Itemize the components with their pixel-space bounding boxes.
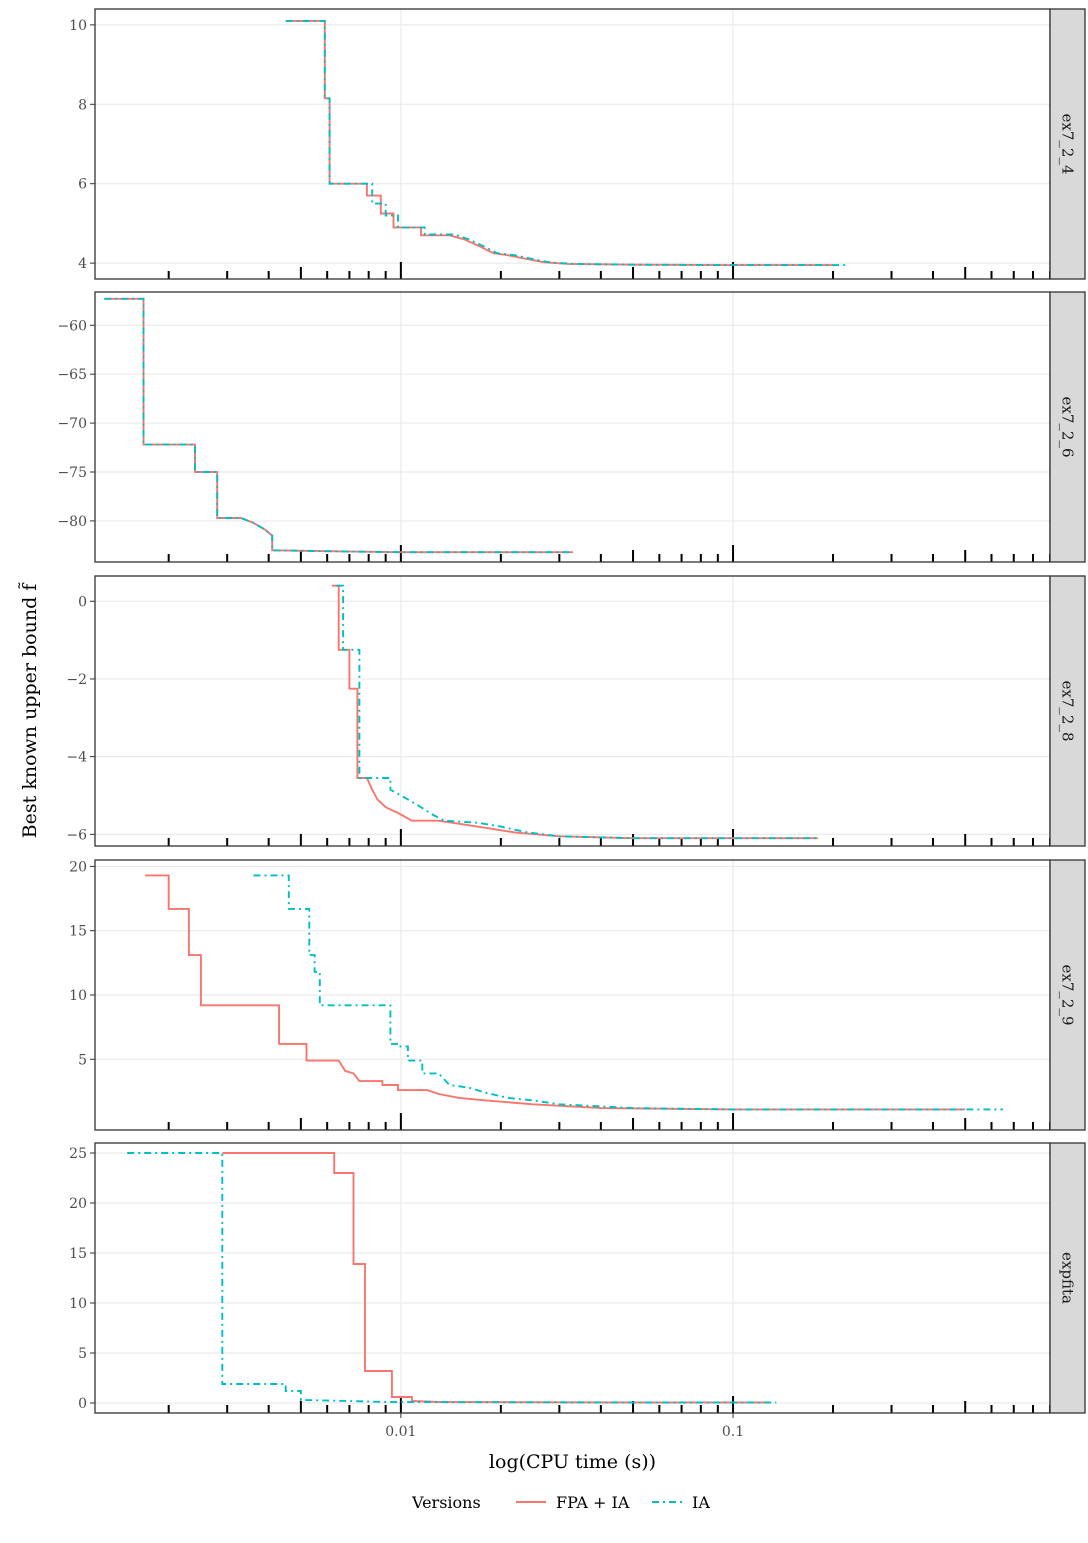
y-tick-label: 25 xyxy=(69,1146,87,1162)
strip-label: ex7_2_4 xyxy=(1059,114,1077,175)
x-axis-title: log(CPU time (s)) xyxy=(489,1451,656,1473)
strip-label: ex7_2_8 xyxy=(1059,681,1077,742)
strip-label: ex7_2_6 xyxy=(1059,397,1077,458)
legend-title: Versions xyxy=(411,1493,481,1512)
strip-background xyxy=(1049,8,1086,280)
y-tick-label: −70 xyxy=(57,416,87,432)
y-tick-label: 10 xyxy=(69,18,87,34)
series-line-ia xyxy=(285,19,847,267)
y-tick-label: −4 xyxy=(66,750,87,766)
y-tick-label: −6 xyxy=(66,827,87,843)
y-tick-label: 20 xyxy=(69,859,87,875)
panel-expfita: 0 5 10 15 20 25 expfita xyxy=(69,1142,1086,1414)
panel-background xyxy=(95,9,1050,279)
series-line-ia xyxy=(253,874,1004,1111)
series-line-fpa-ia xyxy=(145,874,966,1111)
strip-background xyxy=(1049,1142,1086,1414)
y-tick-label: −75 xyxy=(57,465,87,481)
y-axis-title: Best known upper bound f̃ xyxy=(18,582,41,839)
y-tick-label: 0 xyxy=(78,1396,87,1412)
y-tick-label: −60 xyxy=(57,318,87,334)
y-tick-label: −2 xyxy=(66,672,87,688)
series-line-ia xyxy=(104,297,574,554)
y-tick-label: 5 xyxy=(78,1052,87,1068)
panel-background xyxy=(95,1143,1050,1413)
panel-background xyxy=(95,292,1050,562)
y-tick-label: 6 xyxy=(78,177,87,193)
legend-label-fpa-ia: FPA + IA xyxy=(556,1493,630,1512)
strip-label: ex7_2_9 xyxy=(1059,965,1077,1026)
y-tick-label: 10 xyxy=(69,1296,87,1312)
series-line-fpa-ia xyxy=(222,1152,771,1404)
panel-ex7_2_4: 4 6 8 10 ex7_2_4 xyxy=(69,8,1086,280)
panel-background xyxy=(95,576,1050,846)
legend-label-ia: IA xyxy=(692,1493,710,1512)
y-tick-label: 0 xyxy=(78,594,87,610)
strip-label: expfita xyxy=(1059,1252,1077,1304)
panels-layer: 46810ex7_2_4−60−65−70−75−80ex7_2_60−2−4−… xyxy=(57,8,1086,1440)
y-tick-label: −65 xyxy=(57,367,87,383)
y-tick-label: −80 xyxy=(57,514,87,530)
y-tick-label: 15 xyxy=(69,924,87,940)
panel-ex7_2_6: −60 −65 −70 −75 −80 ex7_2_6 xyxy=(57,291,1086,563)
panel-ex7_2_9: 5 10 15 20 ex7_2_9 xyxy=(69,859,1086,1131)
x-tick-label: 0.1 xyxy=(722,1424,744,1440)
y-tick-label: 15 xyxy=(69,1246,87,1262)
legend: Versions FPA + IA IA xyxy=(411,1493,710,1512)
strip-background xyxy=(1049,291,1086,563)
y-tick-label: 8 xyxy=(78,97,87,113)
series-line-ia xyxy=(127,1152,777,1404)
strip-background xyxy=(1049,859,1086,1131)
series-line-ia xyxy=(336,584,818,840)
y-tick-label: 20 xyxy=(69,1196,87,1212)
y-tick-label: 5 xyxy=(78,1346,87,1362)
panel-ex7_2_8: 0 −2 −4 −6 ex7_2_8 xyxy=(66,575,1086,847)
y-tick-label: 10 xyxy=(69,988,87,1004)
y-tick-label: 4 xyxy=(78,256,87,272)
strip-background xyxy=(1049,575,1086,847)
x-tick-label: 0.01 xyxy=(385,1424,416,1440)
series-line-fpa-ia xyxy=(331,584,818,840)
